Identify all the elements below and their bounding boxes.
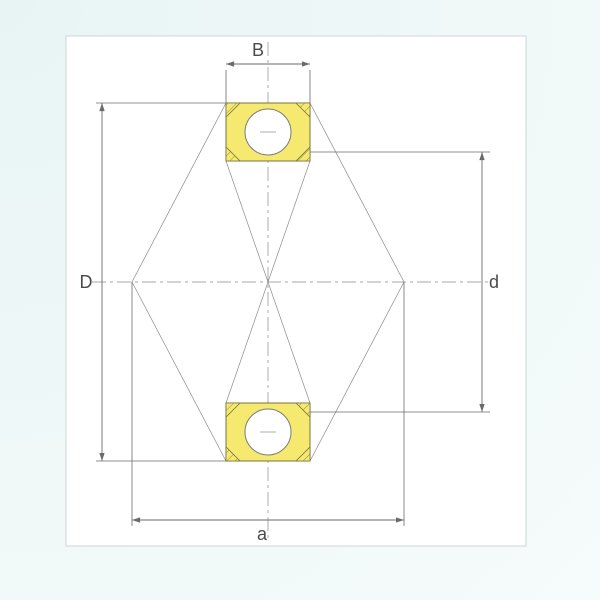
label-D: D [80, 272, 93, 292]
bearing-schematic-svg: B Dd a [0, 0, 600, 600]
diagram-root: B Dd a [0, 0, 600, 600]
label-B: B [252, 40, 264, 60]
label-a: a [257, 524, 268, 544]
label-d: d [489, 272, 499, 292]
bottom-race [226, 403, 310, 461]
top-race [226, 103, 310, 161]
